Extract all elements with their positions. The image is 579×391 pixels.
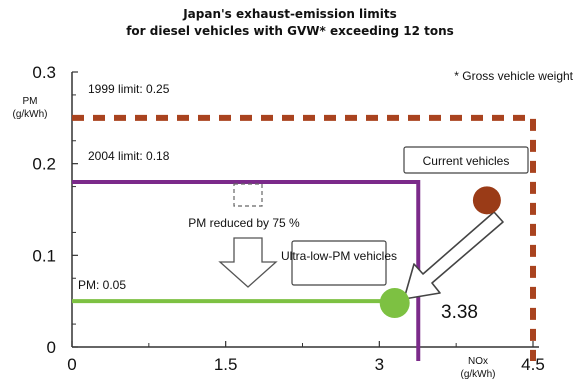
reduction-label-bg xyxy=(180,208,308,236)
footnote: * Gross vehicle weight xyxy=(454,69,573,83)
y-axis-label-line2: (g/kWh) xyxy=(13,109,48,120)
current-vehicles-label: Current vehicles xyxy=(423,154,510,168)
x-tick-label: 0 xyxy=(67,355,76,374)
current-vehicles-box xyxy=(403,146,529,174)
plot-area: 0 0.1 0.2 0.3 0 1.5 3 4.5 PM (g/kWh) NOx (g/kWh) 199… xyxy=(13,63,545,380)
x-tick-label: 3 xyxy=(375,355,384,374)
improvement-arrow xyxy=(403,211,504,300)
y-tick-label: 0 xyxy=(47,338,56,357)
x-axis-label-line2: (g/kWh) xyxy=(461,369,496,380)
limit-2004-label: 2004 limit: 0.18 xyxy=(88,149,170,163)
nox-value-label: 3.38 xyxy=(441,302,478,323)
reduction-dashed-box xyxy=(233,183,263,207)
y-tick-label: 0.2 xyxy=(32,155,56,174)
limit-1999-label: 1999 limit: 0.25 xyxy=(88,82,170,96)
pm-limit-label: PM: 0.05 xyxy=(78,278,126,292)
limit-1999-line xyxy=(72,114,536,361)
current-vehicles-point xyxy=(472,186,501,215)
x-tick-label: 1.5 xyxy=(214,355,238,374)
chart-title: Japan's exhaust-emission limits xyxy=(182,7,397,21)
ultra-low-pm-label-line1: Ultra-low-PM vehicles xyxy=(281,249,397,263)
limit-2004-line xyxy=(72,180,421,361)
x-tick-label: 4.5 xyxy=(521,355,545,374)
y-tick-label: 0.1 xyxy=(32,246,56,265)
reduction-arrow xyxy=(218,237,278,288)
chart-subtitle: for diesel vehicles with GVW* exceeding … xyxy=(126,24,454,38)
y-tick-label: 0.3 xyxy=(32,63,56,82)
y-axis-label-line1: PM xyxy=(23,96,38,107)
ultra-low-pm-box xyxy=(291,240,387,286)
ultra-low-pm-point xyxy=(379,288,410,318)
reduction-label: PM reduced by 75 % xyxy=(188,216,300,230)
x-axis-label-line1: NOx xyxy=(468,356,488,367)
